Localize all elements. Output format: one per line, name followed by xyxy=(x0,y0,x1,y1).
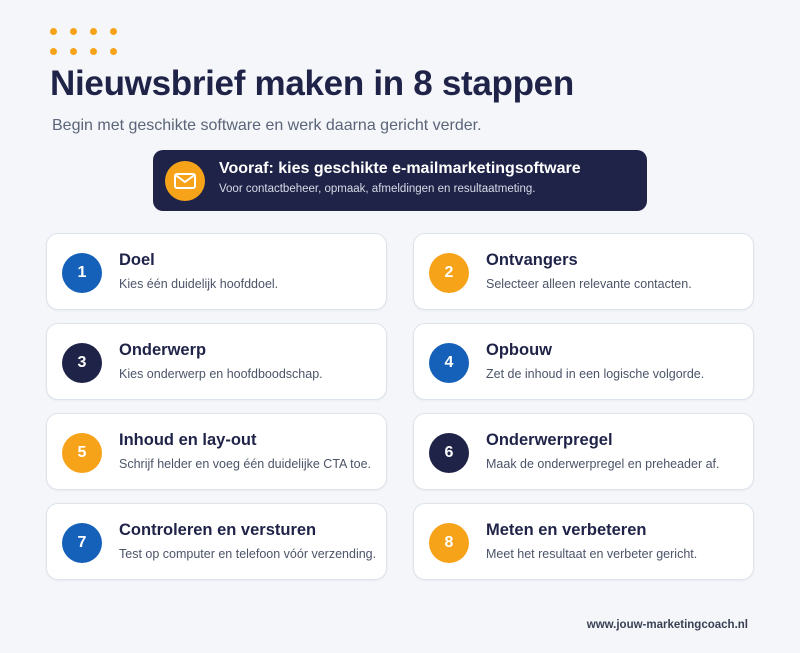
dot xyxy=(110,28,117,35)
page-subtitle: Begin met geschikte software en werk daa… xyxy=(52,117,482,134)
step-card-2: 2 Ontvangers Selecteer alleen relevante … xyxy=(413,233,754,310)
step-title: Ontvangers xyxy=(486,251,578,269)
step-description: Kies één duidelijk hoofddoel. xyxy=(119,277,279,291)
page-title: Nieuwsbrief maken in 8 stappen xyxy=(50,64,574,103)
software-banner: Vooraf: kies geschikte e-mailmarketingso… xyxy=(153,150,647,211)
step-description: Schrijf helder en voeg één duidelijke CT… xyxy=(119,457,372,471)
step-card-3: 3 Onderwerp Kies onderwerp en hoofdboods… xyxy=(46,323,387,400)
decorative-dots xyxy=(50,28,117,55)
step-card-4: 4 Opbouw Zet de inhoud in een logische v… xyxy=(413,323,754,400)
step-card-5: 5 Inhoud en lay-out Schrijf helder en vo… xyxy=(46,413,387,490)
dot xyxy=(70,28,77,35)
step-number-badge: 6 xyxy=(429,433,469,473)
step-number-badge: 2 xyxy=(429,253,469,293)
dot xyxy=(50,48,57,55)
footer-website: www.jouw-marketingcoach.nl xyxy=(586,619,748,631)
step-number-badge: 4 xyxy=(429,343,469,383)
step-card-1: 1 Doel Kies één duidelijk hoofddoel. xyxy=(46,233,387,310)
step-description: Kies onderwerp en hoofdboodschap. xyxy=(119,367,323,381)
step-number-badge: 1 xyxy=(62,253,102,293)
step-title: Inhoud en lay-out xyxy=(119,431,257,449)
step-title: Opbouw xyxy=(486,341,552,359)
step-description: Maak de onderwerpregel en preheader af. xyxy=(486,457,720,471)
step-number-badge: 8 xyxy=(429,523,469,563)
step-title: Controleren en versturen xyxy=(119,521,317,539)
step-number-badge: 3 xyxy=(62,343,102,383)
dot xyxy=(50,28,57,35)
step-title: Doel xyxy=(119,251,155,269)
dot xyxy=(70,48,77,55)
step-card-7: 7 Controleren en versturen Test op compu… xyxy=(46,503,387,580)
step-description: Zet de inhoud in een logische volgorde. xyxy=(486,367,705,381)
envelope-icon xyxy=(165,161,205,201)
step-title: Onderwerpregel xyxy=(486,431,613,449)
dot xyxy=(90,28,97,35)
step-card-8: 8 Meten en verbeteren Meet het resultaat… xyxy=(413,503,754,580)
banner-subtitle: Voor contactbeheer, opmaak, afmeldingen … xyxy=(219,183,536,195)
step-card-6: 6 Onderwerpregel Maak de onderwerpregel … xyxy=(413,413,754,490)
step-number-badge: 7 xyxy=(62,523,102,563)
step-description: Meet het resultaat en verbeter gericht. xyxy=(486,547,698,561)
step-title: Onderwerp xyxy=(119,341,207,359)
dot xyxy=(110,48,117,55)
dot xyxy=(90,48,97,55)
step-description: Test op computer en telefoon vóór verzen… xyxy=(119,547,377,561)
step-description: Selecteer alleen relevante contacten. xyxy=(486,277,692,291)
step-title: Meten en verbeteren xyxy=(486,521,647,539)
step-number-badge: 5 xyxy=(62,433,102,473)
banner-title: Vooraf: kies geschikte e-mailmarketingso… xyxy=(219,160,581,177)
